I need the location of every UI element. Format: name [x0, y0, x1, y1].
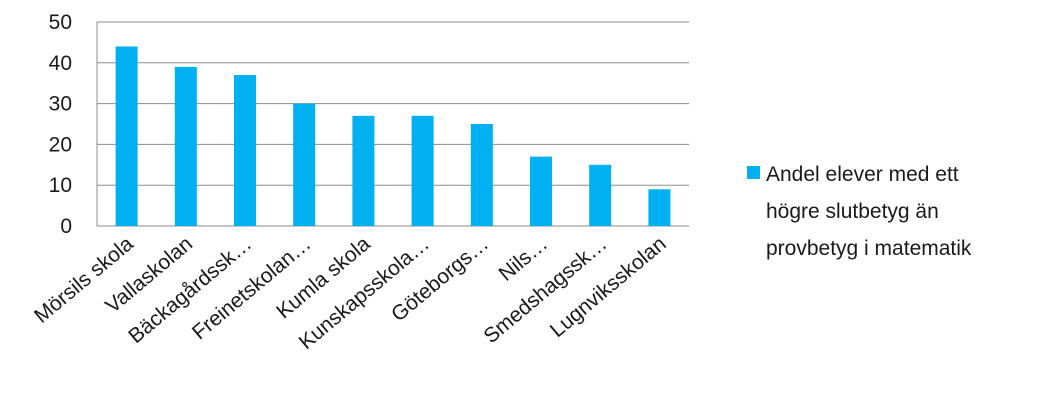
bar: [352, 115, 375, 226]
bar: [648, 189, 671, 226]
bar: [411, 115, 434, 226]
y-tick-label: 30: [49, 93, 72, 116]
legend-swatch: [747, 166, 760, 179]
y-tick-label: 20: [49, 133, 72, 156]
y-tick-label: 50: [49, 11, 72, 34]
legend-label-line-2: högre slutbetyg än: [766, 200, 939, 223]
bar: [470, 124, 493, 226]
y-tick-label: 40: [49, 52, 72, 75]
legend-label-line-1: Andel elever med ett: [766, 163, 959, 186]
y-axis-tick-labels: 0 10 20 30 40 50: [49, 11, 72, 238]
y-tick-label: 0: [60, 215, 72, 238]
bar: [174, 66, 197, 226]
bar: [530, 156, 552, 226]
x-category-label: Mörsils skola: [30, 232, 138, 328]
bar: [293, 103, 316, 226]
bar: [589, 164, 612, 226]
legend: Andel elever med ett högre slutbetyg än …: [747, 163, 972, 260]
x-axis-category-labels: Mörsils skolaVallaskolanBäckagårdssk…Fre…: [30, 232, 671, 354]
legend-label-line-3: provbetyg i matematik: [766, 237, 972, 260]
y-tick-label: 10: [49, 174, 72, 197]
bar: [115, 46, 138, 227]
bars: [115, 46, 671, 227]
bar: [234, 75, 256, 226]
